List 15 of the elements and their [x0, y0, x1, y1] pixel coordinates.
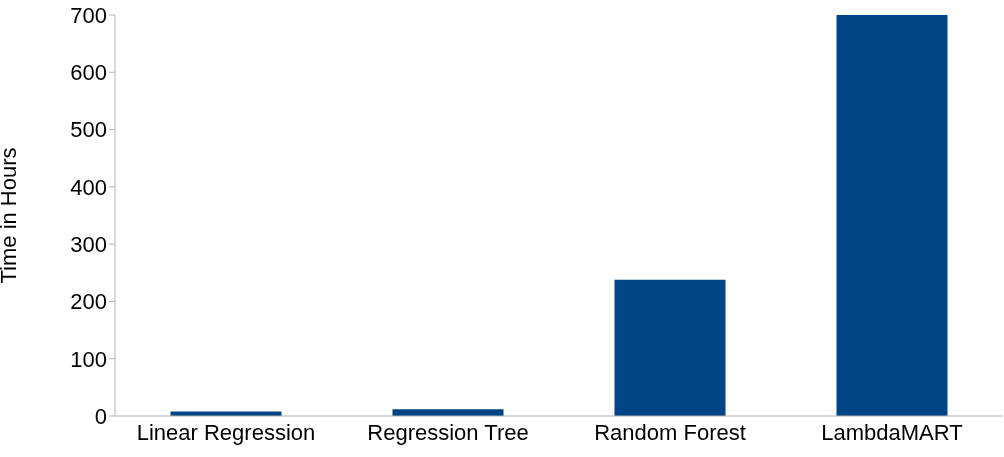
y-tick-label: 200: [70, 289, 107, 315]
x-tick-label: LambdaMART: [821, 419, 963, 445]
y-tick-label: 600: [70, 60, 107, 86]
y-tick-label: 0: [94, 403, 107, 429]
bar: [836, 15, 948, 416]
y-tick-label: 400: [70, 174, 107, 200]
x-tick-label: Random Forest: [594, 419, 746, 445]
y-tick-label: 700: [70, 2, 107, 28]
bar: [614, 279, 726, 416]
x-tick-label: Linear Regression: [136, 419, 316, 445]
y-tick-label: 500: [70, 117, 107, 143]
x-tick-label: Regression Tree: [367, 419, 529, 445]
y-tick-label: 300: [70, 231, 107, 257]
y-axis-title: Time in Hours: [0, 147, 21, 284]
y-tick-label: 100: [70, 346, 107, 372]
